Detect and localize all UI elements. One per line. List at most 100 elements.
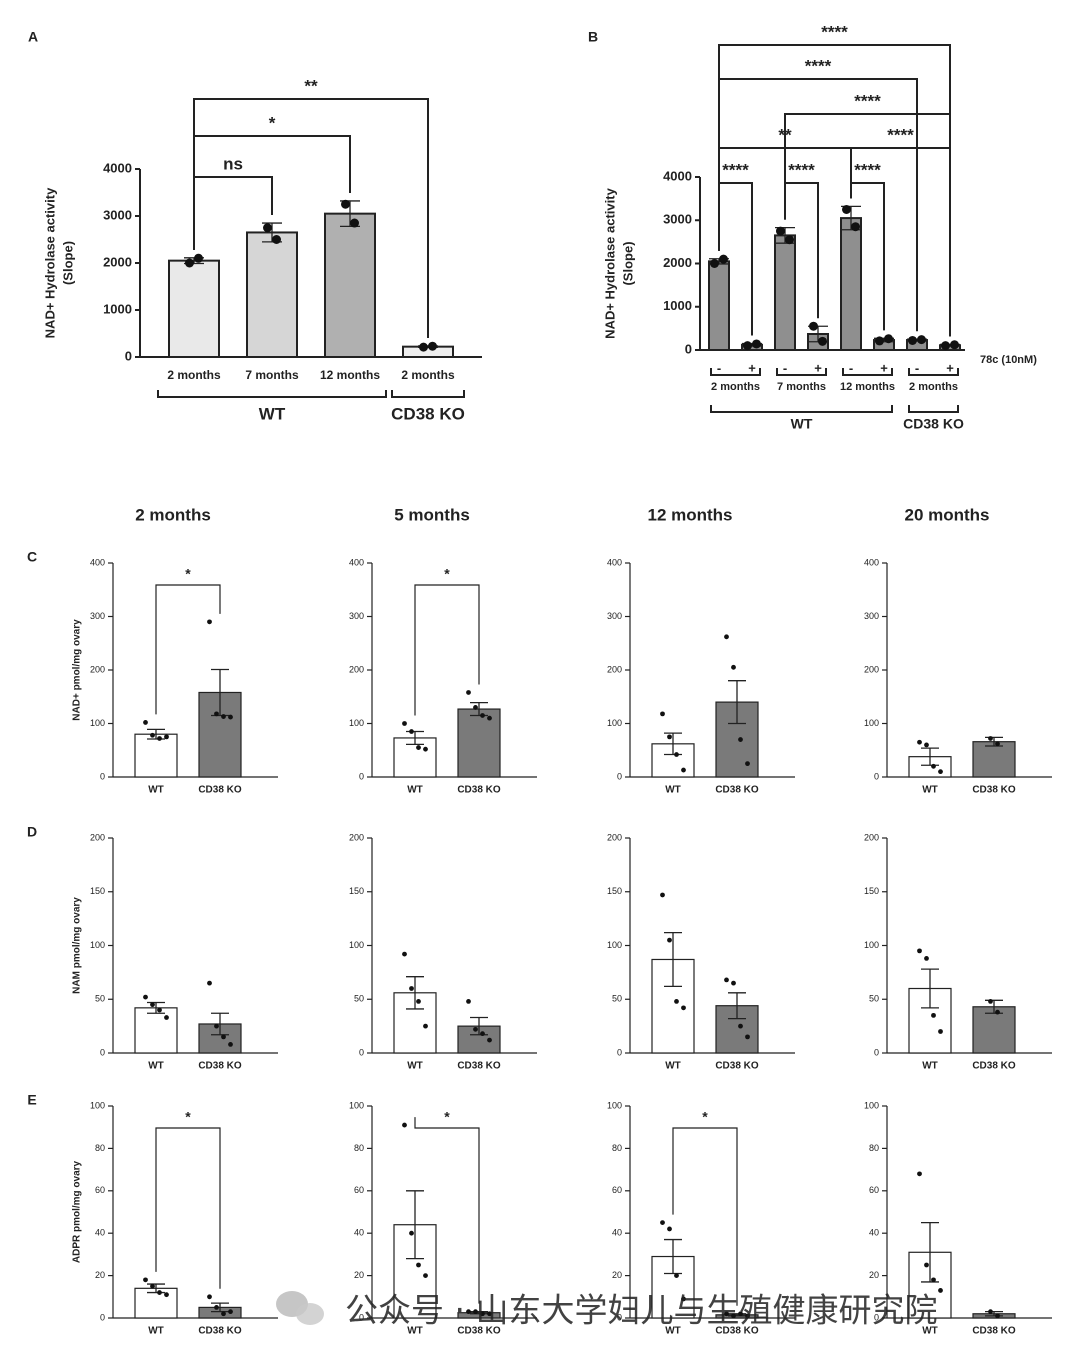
data-point <box>950 340 959 350</box>
group-label: 2 months <box>711 381 760 393</box>
bar <box>168 259 220 358</box>
significance-bracket <box>672 1127 738 1306</box>
y-tick-label: 100 <box>90 718 105 728</box>
error-bar <box>470 1310 488 1315</box>
data-point <box>157 1007 162 1013</box>
data-point <box>207 619 212 625</box>
error-bar <box>985 1310 1003 1317</box>
data-point <box>931 1012 936 1018</box>
y-axis-label: NAD+ Hydrolase activity <box>42 187 57 338</box>
data-point <box>988 736 993 741</box>
y-tick-label: 60 <box>95 1185 105 1195</box>
x-tick-label: CD38 KO <box>198 785 242 796</box>
x-tick-label: - <box>915 360 919 375</box>
y-axis-label: NAM pmol/mg ovary <box>72 897 83 994</box>
x-tick-label: 2 months <box>167 368 221 382</box>
data-point <box>660 1220 665 1225</box>
significance-bracket <box>414 1117 480 1304</box>
x-tick-label: WT <box>407 785 423 796</box>
bar <box>134 733 178 778</box>
treatment-label: 78c (10nM) <box>980 354 1037 366</box>
x-tick-label: WT <box>922 785 938 796</box>
data-point <box>667 937 672 943</box>
x-tick-label: WT <box>407 1061 423 1072</box>
x-tick-label: CD38 KO <box>715 1326 759 1337</box>
column-title: 12 months <box>647 505 732 524</box>
data-point <box>480 1031 485 1037</box>
bar <box>134 1007 178 1054</box>
group-bracket <box>842 368 893 376</box>
error-bar <box>406 976 424 1010</box>
y-tick-label: 150 <box>349 886 364 896</box>
data-point <box>875 336 884 346</box>
significance-label: **** <box>854 160 881 179</box>
y-tick-label: 2000 <box>663 255 692 270</box>
panel-label: D <box>27 824 37 840</box>
data-point <box>674 1273 679 1278</box>
watermark: 公众号 · 山东大学妇儿与生殖健康研究院 <box>345 1291 937 1330</box>
y-tick-label: 0 <box>100 1047 105 1057</box>
x-tick-label: WT <box>148 785 164 796</box>
y-tick-label: 50 <box>612 994 622 1004</box>
y-tick-label: 100 <box>90 1100 105 1110</box>
data-point <box>341 199 350 209</box>
y-axis-label: (Slope) <box>620 241 635 285</box>
error-bar <box>470 1016 488 1036</box>
x-tick-label: CD38 KO <box>457 1061 501 1072</box>
error-bar <box>664 732 682 756</box>
y-tick-label: 4000 <box>103 160 132 175</box>
data-point <box>924 1262 929 1268</box>
group-label: CD38 KO <box>903 416 964 432</box>
data-point <box>710 259 719 268</box>
data-point <box>995 1009 1000 1015</box>
group-bracket <box>710 405 893 413</box>
bar <box>972 1006 1016 1054</box>
error-bar <box>406 1190 424 1260</box>
data-point <box>466 999 471 1004</box>
data-point <box>272 235 281 244</box>
group-bracket <box>710 368 761 376</box>
data-point <box>738 1311 743 1317</box>
error-bar <box>147 1001 165 1014</box>
data-point <box>185 258 194 268</box>
significance-label: **** <box>854 91 881 110</box>
data-point <box>150 1002 155 1008</box>
data-point <box>423 1023 428 1029</box>
data-point <box>423 746 428 752</box>
x-tick-label: CD38 KO <box>972 785 1016 796</box>
data-point <box>402 721 407 726</box>
data-point <box>738 1023 743 1029</box>
data-point <box>776 226 785 236</box>
panel-label: E <box>27 1092 36 1108</box>
data-point <box>214 711 219 717</box>
data-point <box>667 734 672 740</box>
significance-label: * <box>444 566 450 582</box>
data-point <box>818 336 827 346</box>
y-tick-label: 200 <box>90 832 105 842</box>
data-point <box>731 980 736 986</box>
x-tick-label: WT <box>922 1326 938 1337</box>
data-point <box>917 335 926 345</box>
data-point <box>466 690 471 695</box>
data-point <box>719 254 728 264</box>
y-tick-label: 2000 <box>103 254 132 269</box>
panel-label: A <box>28 29 38 45</box>
y-tick-label: 100 <box>607 1100 622 1110</box>
bar <box>457 708 501 778</box>
x-tick-label: + <box>814 360 822 375</box>
bar <box>972 741 1016 778</box>
data-point <box>221 714 226 719</box>
significance-label: **** <box>788 160 815 179</box>
x-tick-label: + <box>880 360 888 375</box>
data-point <box>416 745 421 750</box>
x-tick-label: + <box>946 360 954 375</box>
x-tick-label: - <box>849 360 853 375</box>
y-axis-label: NAD+ pmol/mg ovary <box>72 619 83 721</box>
y-tick-label: 100 <box>349 940 364 950</box>
y-tick-label: 80 <box>869 1143 879 1153</box>
data-point <box>157 1290 162 1295</box>
data-point <box>207 1294 212 1300</box>
group-label: 7 months <box>777 381 826 393</box>
data-point <box>164 1015 169 1020</box>
